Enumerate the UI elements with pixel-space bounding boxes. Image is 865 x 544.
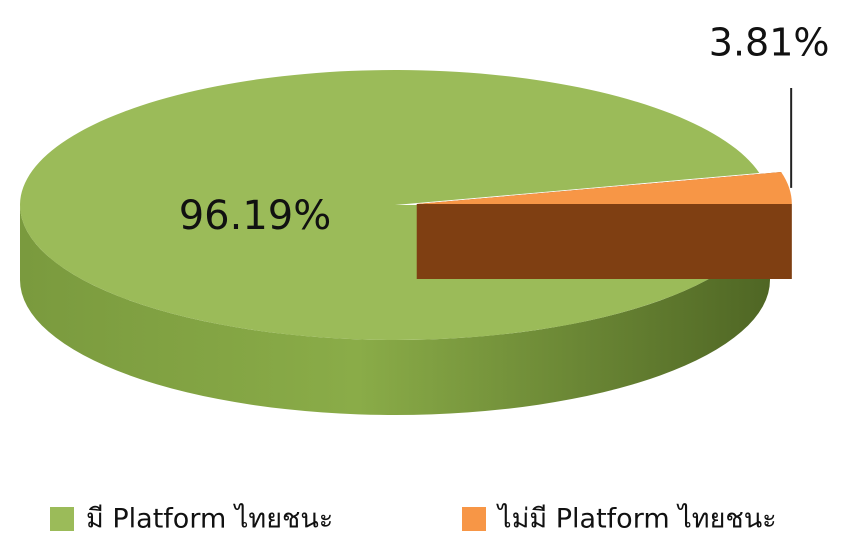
data-label: 3.81%: [709, 21, 830, 65]
legend-label: มี Platform ไทยชนะ: [86, 504, 333, 535]
pie: [20, 69, 792, 415]
legend-label: ไม่มี Platform ไทยชนะ: [496, 504, 777, 535]
slice-face: [416, 204, 792, 280]
labels: 96.19% 3.81%: [179, 21, 830, 240]
legend-swatch: [462, 507, 486, 531]
slice: [416, 172, 792, 205]
slice-side: [20, 205, 770, 415]
legend-swatch: [50, 507, 74, 531]
data-label: 96.19%: [179, 193, 332, 239]
legend: มี Platform ไทยชนะ ไม่มี Platform ไทยชนะ: [50, 504, 777, 535]
